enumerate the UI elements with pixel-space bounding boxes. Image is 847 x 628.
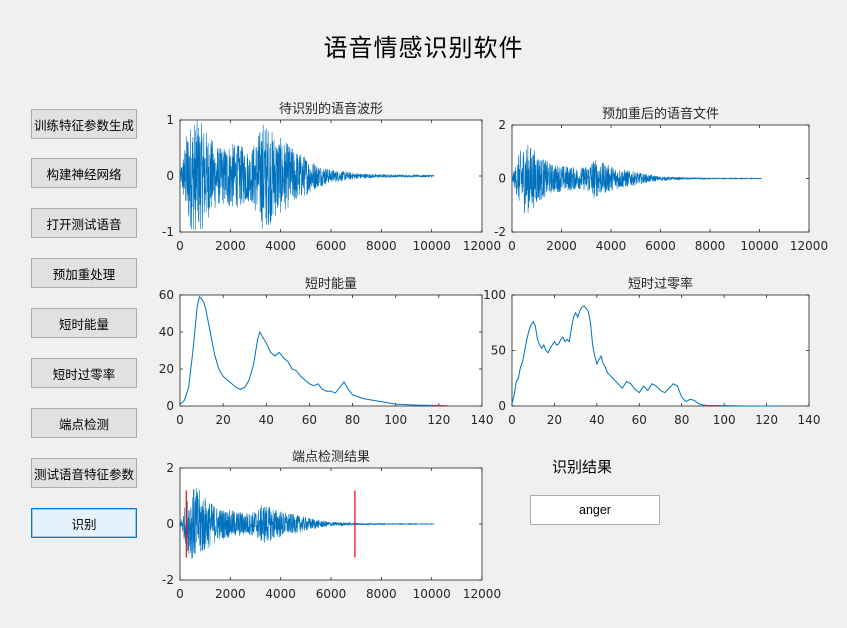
signal-line [179,120,435,231]
signal-line [511,305,780,407]
pre-emphasis-button[interactable]: 预加重处理 [31,258,137,288]
plot-title: 端点检测结果 [292,450,370,465]
zero-crossing-rate-button[interactable]: 短时过零率 [31,358,137,388]
plot-3: 短时能量 0 20 40 60 80 100 120 140 0 20 40 60 [159,277,494,427]
y-tick-label: 0 [166,399,174,413]
x-tick-label: 20 [547,413,562,427]
x-tick-label: 10000 [413,239,451,253]
axes-box [511,294,810,407]
x-tick-label: 0 [508,413,516,427]
x-tick-label: 120 [755,413,778,427]
y-tick-label: -2 [494,225,506,239]
x-tick-label: 8000 [695,239,726,253]
x-tick-label: 4000 [265,239,296,253]
plot-title: 短时过零率 [628,276,693,292]
plot-title: 待识别的语音波形 [279,101,383,117]
x-tick-label: 2000 [215,239,246,253]
x-tick-label: 0 [176,587,184,601]
test-features-button[interactable]: 测试语音特征参数 [31,458,137,488]
x-tick-label: 140 [471,413,494,427]
y-tick-label: 2 [166,461,174,475]
axes-box [179,294,483,407]
x-tick-label: 0 [508,239,516,253]
recognize-button[interactable]: 识别 [31,508,137,538]
x-tick-label: 100 [713,413,736,427]
x-tick-label: 4000 [596,239,627,253]
x-tick-label: 8000 [366,239,397,253]
x-tick-label: 6000 [316,239,347,253]
signal-line [511,144,763,213]
x-tick-label: 100 [384,413,407,427]
x-tick-label: 0 [176,413,184,427]
x-tick-label: 0 [176,239,184,253]
open-test-audio-button[interactable]: 打开测试语音 [31,208,137,238]
signal-line [179,295,448,407]
y-tick-label: 60 [159,288,174,302]
x-tick-label: 20 [216,413,231,427]
y-tick-label: 40 [159,325,174,339]
y-tick-label: 1 [166,113,174,127]
y-tick-label: 0 [166,169,174,183]
short-time-energy-button[interactable]: 短时能量 [31,308,137,338]
app-title: 语音情感识别软件 [323,34,524,62]
x-tick-label: 40 [259,413,274,427]
plot-title: 预加重后的语音文件 [602,106,719,122]
x-tick-label: 120 [427,413,450,427]
plot-title: 短时能量 [305,277,357,292]
train-features-button[interactable]: 训练特征参数生成 [31,109,137,139]
x-tick-label: 12000 [463,587,501,601]
y-tick-label: 20 [159,362,174,376]
y-tick-label: 2 [498,118,506,132]
result-label: 识别结果 [552,458,613,476]
signal-line [179,488,435,559]
endpoint-detection-button[interactable]: 端点检测 [31,408,137,438]
x-tick-label: 2000 [546,239,577,253]
y-tick-label: -2 [162,573,174,587]
x-tick-label: 140 [798,413,821,427]
y-tick-label: 0 [166,517,174,531]
x-tick-label: 12000 [463,239,501,253]
plot-4: 短时过零率 0 20 40 60 80 100 120 140 0 50 100 [483,276,820,427]
x-tick-label: 60 [632,413,647,427]
y-tick-label: 100 [483,288,506,302]
build-network-button[interactable]: 构建神经网络 [31,158,137,188]
x-tick-label: 2000 [215,587,246,601]
y-tick-label: -1 [162,225,174,239]
y-tick-label: 50 [491,344,506,358]
y-tick-label: 0 [498,399,506,413]
x-tick-label: 10000 [740,239,778,253]
x-tick-label: 10000 [413,587,451,601]
x-tick-label: 60 [302,413,317,427]
x-tick-label: 80 [345,413,360,427]
y-tick-label: 0 [498,172,506,186]
x-tick-label: 6000 [645,239,676,253]
x-tick-label: 80 [674,413,689,427]
result-value-field: anger [530,495,660,525]
x-tick-label: 40 [589,413,604,427]
x-tick-label: 8000 [366,587,397,601]
x-tick-label: 4000 [265,587,296,601]
x-tick-label: 12000 [790,239,828,253]
x-tick-label: 6000 [316,587,347,601]
